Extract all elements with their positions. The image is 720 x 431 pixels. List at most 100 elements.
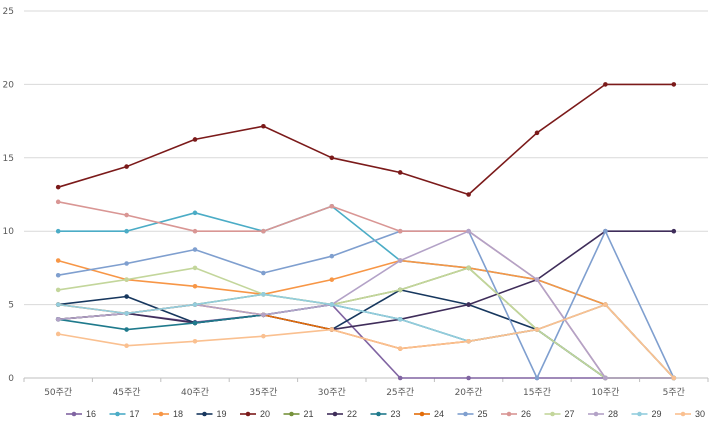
data-point <box>671 82 677 87</box>
legend-label: 23 <box>391 409 401 419</box>
series-line-18 <box>57 259 675 379</box>
legend-marker <box>245 411 251 417</box>
legend-item-22: 22 <box>327 409 357 419</box>
series-26 <box>55 199 677 381</box>
x-tick-label: 45주간 <box>113 387 141 398</box>
legend-marker <box>376 411 381 417</box>
y-tick-label: 0 <box>8 374 14 384</box>
data-point <box>192 265 198 271</box>
legend-label: 19 <box>217 409 227 419</box>
data-point <box>397 375 403 381</box>
data-point <box>192 228 198 234</box>
data-point <box>329 327 335 332</box>
data-point <box>192 339 198 344</box>
legend-item-21: 21 <box>283 409 314 419</box>
data-point <box>397 258 403 263</box>
series-line-25 <box>58 230 675 379</box>
data-point <box>603 375 608 381</box>
legend-item-28: 28 <box>588 409 618 419</box>
series-line-26 <box>58 201 674 379</box>
data-point <box>124 277 129 282</box>
y-axis: 0 5 10 15 20 25 <box>3 7 15 384</box>
legend-marker <box>332 411 338 417</box>
data-point <box>124 228 129 234</box>
legend-marker <box>289 411 294 417</box>
legend-marker <box>506 411 512 417</box>
data-point <box>329 253 335 259</box>
y-tick-label: 15 <box>3 154 14 164</box>
data-point <box>261 123 266 129</box>
legend-marker <box>419 411 425 417</box>
data-point <box>534 375 540 381</box>
data-point <box>55 316 61 322</box>
data-point <box>397 287 403 293</box>
data-point <box>397 346 403 351</box>
data-point <box>466 375 471 381</box>
data-point <box>192 320 198 326</box>
legend-label: 18 <box>173 409 183 419</box>
data-point <box>192 247 198 252</box>
legend-label: 28 <box>608 409 618 419</box>
data-point <box>55 199 61 205</box>
data-point <box>55 331 61 337</box>
data-point <box>329 155 335 161</box>
x-tick-label: 30주간 <box>318 387 346 398</box>
legend-marker <box>202 411 207 417</box>
data-point <box>466 228 471 234</box>
legend-marker <box>680 411 686 417</box>
data-point <box>124 294 129 299</box>
legend-item-17: 17 <box>109 409 140 419</box>
series-line-29 <box>58 293 675 379</box>
legend-marker <box>463 411 468 417</box>
x-tick-label: 40주간 <box>181 387 209 398</box>
legend-marker <box>593 411 599 417</box>
data-point <box>329 203 335 209</box>
data-point <box>603 302 608 307</box>
x-tick-label: 25주간 <box>386 387 414 398</box>
legend-label: 25 <box>478 409 488 419</box>
legend-label: 27 <box>565 409 575 419</box>
data-point <box>124 343 129 349</box>
data-point <box>55 258 61 263</box>
y-tick-label: 10 <box>3 227 15 237</box>
legend-item-24: 24 <box>414 409 444 419</box>
series-19 <box>55 287 677 381</box>
legend-item-18: 18 <box>153 409 183 419</box>
data-point <box>261 333 266 339</box>
data-point <box>534 327 540 332</box>
data-point <box>534 277 540 282</box>
data-point <box>466 265 471 271</box>
series-20 <box>55 82 677 197</box>
y-tick-label: 25 <box>3 7 14 17</box>
legend-item-26: 26 <box>501 409 531 419</box>
legend-marker <box>115 411 120 417</box>
data-point <box>192 210 198 216</box>
x-tick-label: 10주간 <box>591 387 619 398</box>
data-point <box>124 327 129 332</box>
data-point <box>671 375 677 381</box>
legend-item-25: 25 <box>457 409 488 419</box>
legend-item-23: 23 <box>370 409 401 419</box>
data-point <box>124 164 129 169</box>
data-point <box>55 228 61 234</box>
legend-label: 29 <box>652 409 662 419</box>
series-line-20 <box>57 83 674 196</box>
series-line-22 <box>58 230 674 331</box>
legend-label: 17 <box>130 409 140 419</box>
legend-label: 24 <box>434 409 444 419</box>
data-point <box>603 228 608 234</box>
data-point <box>329 277 335 282</box>
data-point <box>466 339 471 344</box>
series-line-16 <box>58 303 674 379</box>
gridlines <box>24 10 708 379</box>
series-16 <box>55 302 677 381</box>
data-point <box>55 287 61 293</box>
legend-label: 16 <box>86 409 96 419</box>
legend: 16 17 18 19 20 21 22 23 24 25 26 27 28 29 30 <box>66 409 705 419</box>
series-17 <box>55 203 677 381</box>
data-point <box>671 228 677 234</box>
data-point <box>261 292 266 297</box>
legend-item-30: 30 <box>675 409 705 419</box>
legend-item-20: 20 <box>240 409 270 419</box>
data-point <box>192 137 198 142</box>
